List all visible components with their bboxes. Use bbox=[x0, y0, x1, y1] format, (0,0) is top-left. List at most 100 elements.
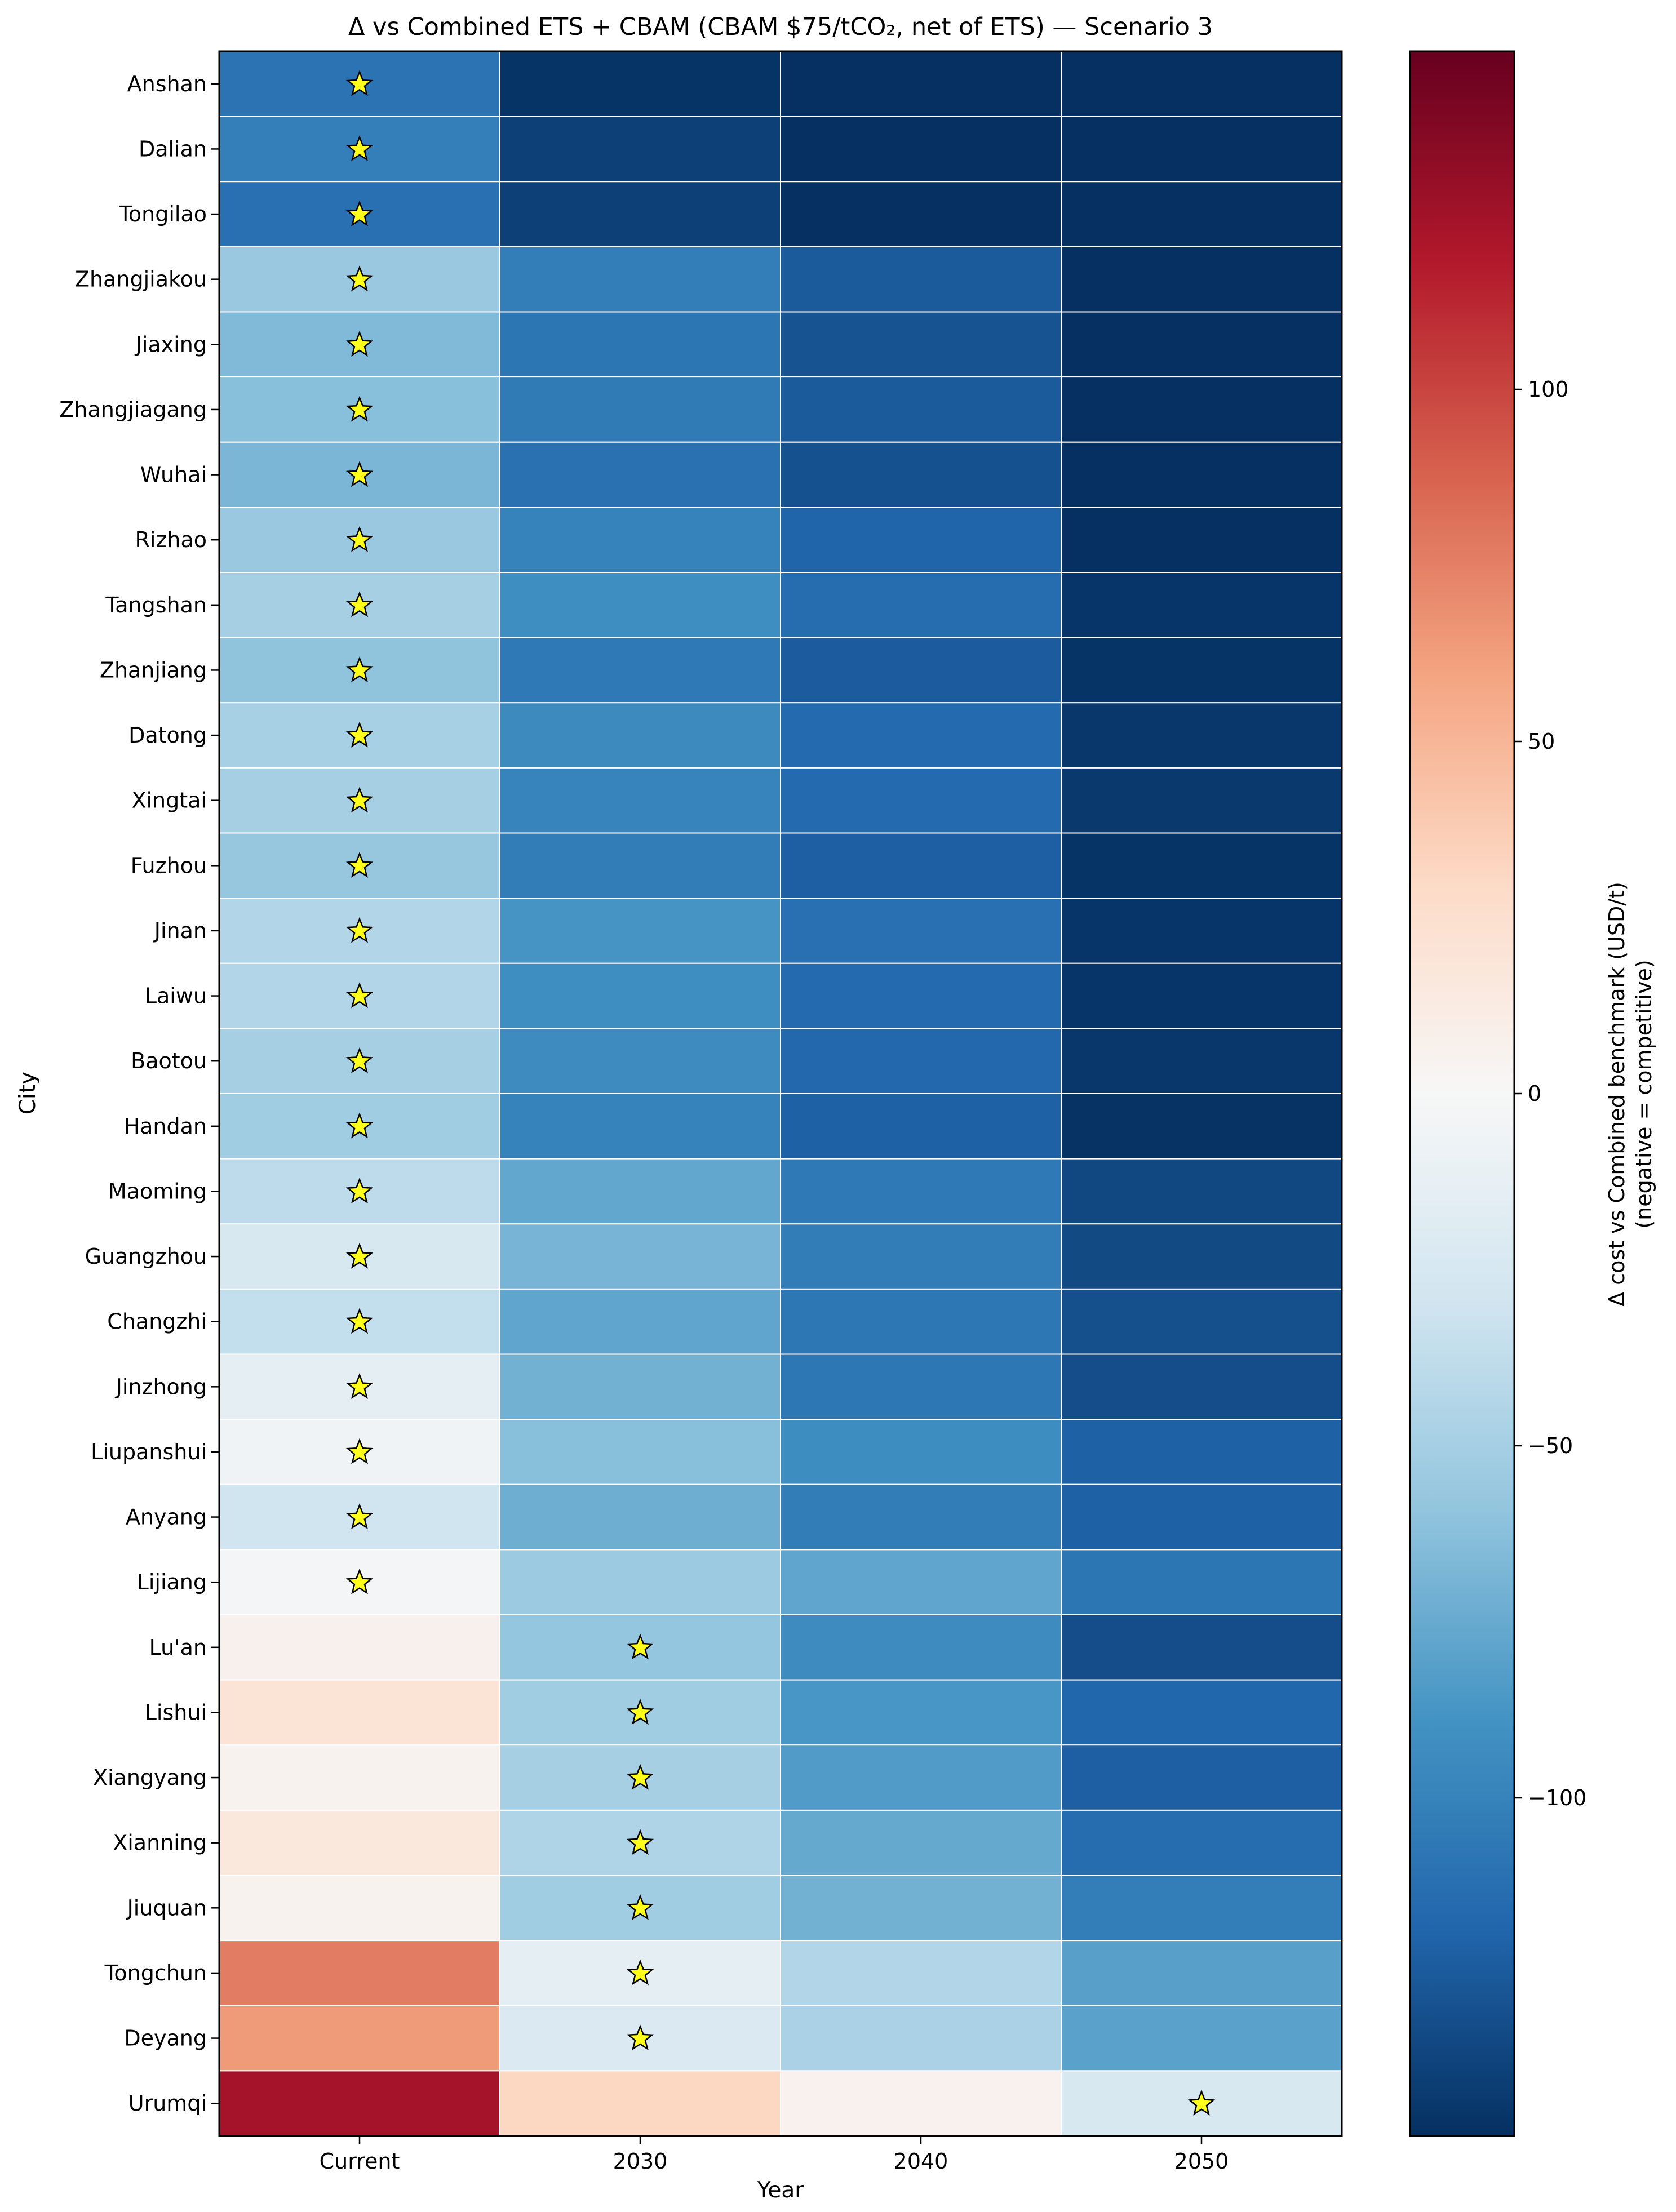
colorbar-sublabel: (negative = competitive) bbox=[1631, 960, 1656, 1228]
heatmap-cell bbox=[780, 311, 1062, 378]
colorbar-tick-label: 0 bbox=[1528, 1081, 1541, 1106]
y-tick-label: Fuzhou bbox=[131, 853, 207, 878]
colorbar: 100 50 0 −50 −100 Δ cost vs Combined benchma… bbox=[1409, 50, 1656, 2137]
heatmap-cell bbox=[1061, 116, 1342, 183]
heatmap-cell bbox=[499, 181, 781, 247]
heatmap-cell bbox=[1061, 51, 1342, 117]
heatmap-cell bbox=[499, 2070, 781, 2137]
x-tick-label: 2050 bbox=[1174, 2149, 1229, 2174]
x-tick-label: 2030 bbox=[613, 2149, 668, 2174]
heatmap-cell bbox=[499, 1549, 781, 1615]
heatmap-cell bbox=[780, 962, 1062, 1029]
y-tick-label: Datong bbox=[128, 723, 207, 748]
heatmap-cell bbox=[780, 2005, 1062, 2072]
star-marker bbox=[626, 1894, 654, 1920]
star-marker bbox=[345, 200, 374, 226]
heatmap-cell bbox=[499, 1093, 781, 1160]
y-tick-label: Jinzhong bbox=[115, 1374, 207, 1399]
star-marker bbox=[345, 396, 374, 422]
star-marker bbox=[345, 721, 374, 748]
y-tick-label: Tangshan bbox=[105, 593, 207, 618]
heatmap-cell bbox=[499, 441, 781, 508]
star-marker bbox=[626, 1764, 654, 1790]
y-tick-label: Urumqi bbox=[128, 2091, 207, 2116]
heatmap-cell bbox=[1061, 1679, 1342, 1746]
x-tick-label: Current bbox=[320, 2149, 400, 2174]
star-marker bbox=[345, 1177, 374, 1203]
heatmap-cell bbox=[1061, 898, 1342, 964]
heatmap-cell bbox=[499, 702, 781, 769]
heatmap-cell bbox=[780, 246, 1062, 313]
star-marker bbox=[345, 526, 374, 552]
star-marker bbox=[345, 265, 374, 292]
heatmap-cell bbox=[499, 51, 781, 117]
heatmap-cell bbox=[1061, 1028, 1342, 1094]
star-marker bbox=[345, 135, 374, 161]
heatmap-cell bbox=[1061, 1093, 1342, 1160]
heatmap-cell bbox=[219, 1875, 500, 1942]
heatmap-cell bbox=[780, 767, 1062, 834]
y-tick-label: Jiaxing bbox=[135, 332, 207, 357]
x-tick-labels: Current 2030 2040 2050 bbox=[320, 2136, 1229, 2174]
y-tick-label: Anshan bbox=[127, 72, 207, 96]
heatmap-cell bbox=[1061, 1875, 1342, 1942]
star-marker bbox=[345, 982, 374, 1009]
heatmap-cell bbox=[1061, 1549, 1342, 1615]
y-tick-label: Anyang bbox=[126, 1505, 207, 1530]
star-marker bbox=[345, 330, 374, 357]
heatmap-cell bbox=[219, 898, 500, 964]
x-tick-label: 2040 bbox=[894, 2149, 948, 2174]
y-tick-label: Xingtai bbox=[131, 788, 207, 813]
heatmap-cell bbox=[499, 507, 781, 573]
x-axis-label: Year bbox=[757, 2178, 805, 2203]
heatmap-cell bbox=[1061, 1288, 1342, 1355]
heatmap-cell bbox=[499, 376, 781, 443]
heatmap-cell bbox=[1061, 1940, 1342, 2006]
heatmap-cell bbox=[1061, 1809, 1342, 1876]
y-tick-label: Jiuquan bbox=[126, 1895, 207, 1920]
y-tick-label: Lishui bbox=[145, 1700, 207, 1725]
heatmap-cell bbox=[780, 1809, 1062, 1876]
y-tick-label: Xianning bbox=[113, 1831, 207, 1855]
heatmap-cell bbox=[780, 702, 1062, 769]
y-tick-label: Liupanshui bbox=[91, 1440, 207, 1464]
y-tick-label: Tongilao bbox=[118, 202, 207, 226]
y-tick-label: Baotou bbox=[131, 1049, 207, 1073]
heatmap-cell bbox=[1061, 181, 1342, 247]
heatmap-cell bbox=[499, 1483, 781, 1551]
heatmap-cell bbox=[499, 962, 781, 1029]
heatmap-cell bbox=[499, 311, 781, 378]
heatmap-cell bbox=[499, 1288, 781, 1355]
heatmap-cell bbox=[499, 246, 781, 313]
star-marker bbox=[345, 1047, 374, 1073]
heatmap-cell bbox=[499, 1353, 781, 1420]
y-tick-label: Dalian bbox=[139, 136, 207, 161]
heatmap-cell bbox=[780, 376, 1062, 443]
y-tick-label: Wuhai bbox=[140, 463, 207, 487]
heatmap-cell bbox=[219, 2070, 500, 2137]
heatmap-cell bbox=[1061, 702, 1342, 769]
heatmap-cell bbox=[1061, 962, 1342, 1029]
heatmap-cell bbox=[1061, 2005, 1342, 2072]
heatmap-cell bbox=[1061, 441, 1342, 508]
colorbar-tick-label: 100 bbox=[1528, 377, 1569, 402]
star-marker bbox=[345, 1242, 374, 1269]
heatmap-cell bbox=[780, 1419, 1062, 1485]
y-tick-label: Lijiang bbox=[137, 1570, 207, 1594]
star-marker bbox=[626, 1959, 654, 1986]
star-marker bbox=[626, 1698, 654, 1725]
star-marker bbox=[345, 787, 374, 813]
star-marker bbox=[1187, 2089, 1216, 2116]
heatmap-cell bbox=[780, 1028, 1062, 1094]
y-tick-label: Changzhi bbox=[107, 1309, 207, 1334]
star-marker bbox=[626, 2024, 654, 2051]
star-marker bbox=[345, 917, 374, 943]
heatmap-cell bbox=[219, 1744, 500, 1811]
heatmap-cell bbox=[780, 116, 1062, 183]
heatmap-cell bbox=[780, 1549, 1062, 1615]
heatmap-cell bbox=[1061, 572, 1342, 638]
heatmap-cell bbox=[1061, 1744, 1342, 1811]
star-marker bbox=[345, 1112, 374, 1139]
star-marker bbox=[345, 1568, 374, 1594]
